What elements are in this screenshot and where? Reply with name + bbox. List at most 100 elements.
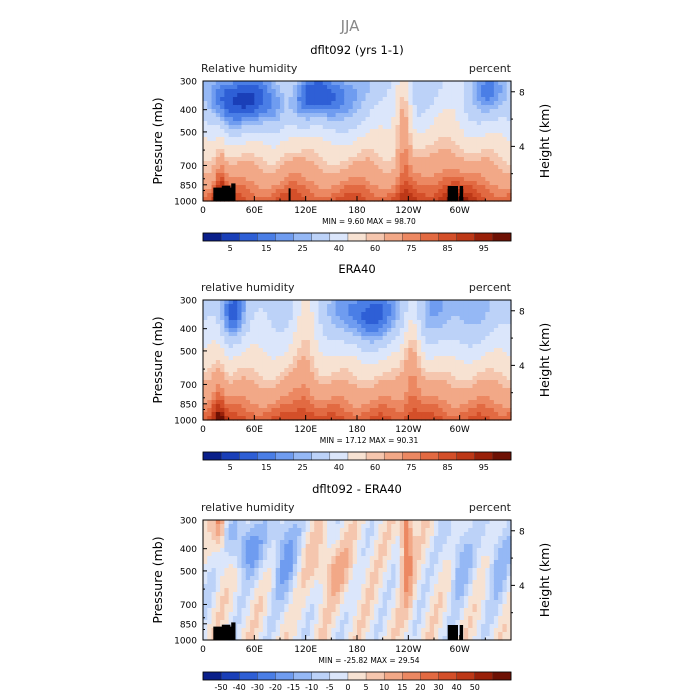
heatmap-cell bbox=[429, 145, 435, 150]
heatmap-cell bbox=[421, 133, 427, 138]
heatmap-cell bbox=[459, 133, 465, 138]
heatmap-cell bbox=[352, 396, 358, 401]
heatmap-cell bbox=[322, 372, 328, 377]
heatmap-cell bbox=[241, 360, 247, 365]
colorbar-label: 40 bbox=[334, 463, 344, 472]
heatmap-cell bbox=[301, 328, 307, 333]
heatmap-cell bbox=[275, 356, 281, 361]
heatmap-cell bbox=[250, 356, 255, 361]
heatmap-cell bbox=[344, 356, 350, 361]
colorbar-swatch bbox=[311, 232, 331, 242]
heatmap-field bbox=[203, 520, 512, 641]
heatmap-cell bbox=[237, 380, 243, 385]
heatmap-cell bbox=[416, 157, 422, 162]
heatmap-cell bbox=[228, 336, 234, 341]
heatmap-cell bbox=[280, 344, 285, 349]
heatmap-cell bbox=[506, 336, 512, 341]
heatmap-cell bbox=[288, 328, 294, 333]
heatmap-cell bbox=[211, 352, 217, 357]
heatmap-cell bbox=[314, 344, 320, 349]
heatmap-cell bbox=[489, 105, 495, 110]
heatmap-cell bbox=[224, 356, 230, 361]
heatmap-cell bbox=[254, 524, 260, 529]
heatmap-cell bbox=[254, 308, 260, 313]
heatmap-cell bbox=[357, 97, 362, 102]
heatmap-cell bbox=[211, 616, 217, 621]
heatmap-cell bbox=[476, 141, 482, 146]
heatmap-cell bbox=[455, 396, 461, 401]
heatmap-cell bbox=[327, 185, 332, 190]
heatmap-cell bbox=[203, 372, 208, 377]
heatmap-cell bbox=[318, 372, 324, 377]
heatmap-cell bbox=[309, 109, 315, 114]
heatmap-cell bbox=[335, 300, 341, 305]
heatmap-cell bbox=[442, 324, 448, 329]
heatmap-cell bbox=[275, 121, 281, 126]
heatmap-cell bbox=[292, 396, 298, 401]
heatmap-cell bbox=[318, 324, 324, 329]
heatmap-cell bbox=[361, 89, 367, 94]
heatmap-cell bbox=[275, 185, 281, 190]
heatmap-cell bbox=[228, 600, 234, 605]
heatmap-cell bbox=[245, 97, 251, 102]
heatmap-cell bbox=[245, 153, 251, 158]
heatmap-cell bbox=[378, 81, 384, 86]
heatmap-cell bbox=[211, 348, 217, 353]
heatmap-cell bbox=[275, 320, 281, 325]
heatmap-cell bbox=[386, 129, 392, 134]
heatmap-cell bbox=[297, 137, 302, 142]
heatmap-cell bbox=[425, 189, 431, 194]
heatmap-cell bbox=[357, 89, 362, 94]
heatmap-cell bbox=[228, 360, 234, 365]
heatmap-cell bbox=[476, 308, 482, 313]
heatmap-cell bbox=[352, 117, 358, 122]
heatmap-cell bbox=[493, 169, 499, 174]
heatmap-cell bbox=[331, 336, 337, 341]
heatmap-cell bbox=[468, 408, 474, 413]
heatmap-cell bbox=[485, 125, 491, 130]
heatmap-cell bbox=[262, 173, 268, 178]
heatmap-cell bbox=[232, 141, 238, 146]
heatmap-cell bbox=[292, 308, 298, 313]
heatmap-cell bbox=[498, 384, 504, 389]
heatmap-cell bbox=[348, 125, 354, 130]
heatmap-cell bbox=[262, 616, 268, 621]
heatmap-cell bbox=[309, 372, 315, 377]
heatmap-cell bbox=[498, 356, 504, 361]
heatmap-cell bbox=[408, 101, 414, 106]
heatmap-cell bbox=[399, 416, 405, 421]
heatmap-cell bbox=[451, 352, 456, 357]
x-tick-label: 120W bbox=[395, 425, 421, 435]
heatmap-cell bbox=[318, 352, 324, 357]
heatmap-cell bbox=[288, 109, 294, 114]
heatmap-cell bbox=[399, 121, 405, 126]
heatmap-cell bbox=[463, 332, 469, 337]
heatmap-cell bbox=[374, 324, 379, 329]
heatmap-cell bbox=[455, 340, 461, 345]
heatmap-cell bbox=[241, 600, 247, 605]
heatmap-cell bbox=[361, 396, 367, 401]
heatmap-cell bbox=[228, 564, 234, 569]
heatmap-cell bbox=[463, 169, 469, 174]
heatmap-cell bbox=[335, 364, 341, 369]
heatmap-cell bbox=[374, 161, 379, 166]
heatmap-cell bbox=[314, 189, 320, 194]
heatmap-cell bbox=[416, 109, 422, 114]
heatmap-cell bbox=[207, 584, 213, 589]
heatmap-cell bbox=[344, 101, 350, 106]
heatmap-cell bbox=[502, 145, 508, 150]
heatmap-cell bbox=[250, 612, 255, 617]
heatmap-cell bbox=[254, 157, 260, 162]
heatmap-cell bbox=[211, 408, 217, 413]
heatmap-cell bbox=[442, 165, 448, 170]
heatmap-cell bbox=[455, 328, 461, 333]
heatmap-cell bbox=[288, 368, 294, 373]
heatmap-cell bbox=[348, 312, 354, 317]
heatmap-cell bbox=[224, 328, 230, 333]
heatmap-cell bbox=[429, 173, 435, 178]
heatmap-cell bbox=[305, 149, 311, 154]
heatmap-cell bbox=[327, 320, 332, 325]
heatmap-cell bbox=[425, 384, 431, 389]
heatmap-cell bbox=[224, 560, 230, 565]
heatmap-cell bbox=[404, 412, 409, 417]
